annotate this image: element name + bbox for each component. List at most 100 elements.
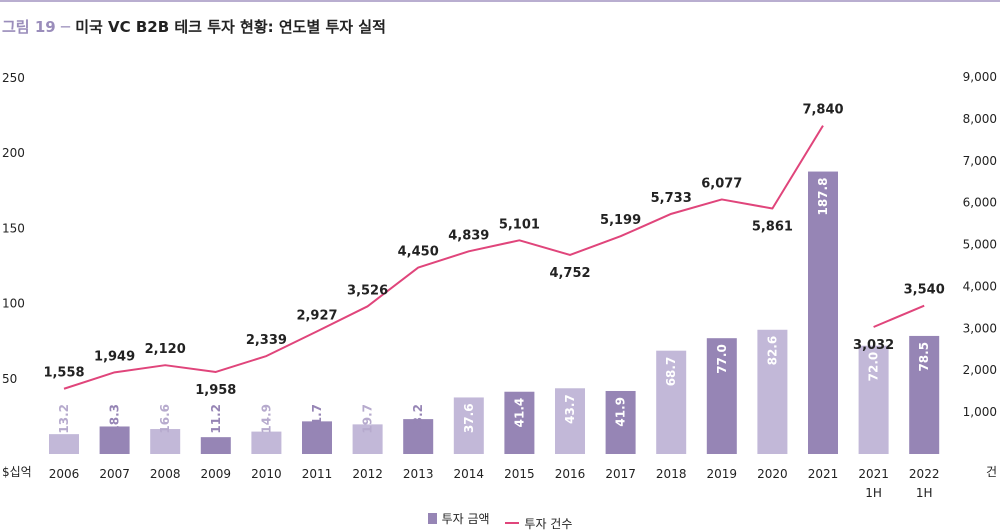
y-left-axis-title: $십억: [2, 465, 32, 479]
bar: [251, 431, 282, 454]
bar-value-label: 41.4: [512, 398, 526, 428]
bar: [555, 388, 585, 454]
legend-bar-swatch: [427, 513, 437, 524]
bar-value-label: 187.8: [816, 178, 830, 216]
y-right-tick-label: 9,000: [963, 70, 997, 84]
bar-value-label: 19.7: [361, 404, 375, 434]
bar: [504, 391, 535, 454]
bar: [403, 419, 434, 454]
legend-label-count: 투자 건수: [524, 516, 573, 531]
bar: [200, 437, 231, 454]
y-right-tick-label: 7,000: [963, 154, 997, 168]
line-value-label: 2,927: [296, 308, 337, 323]
bar-value-label: 68.7: [664, 357, 678, 387]
y-left-tick-label: 100: [2, 297, 25, 311]
bar-value-label: 11.2: [209, 404, 223, 434]
x-tick-label: 2016: [555, 467, 586, 481]
bar-value-label: 72.0: [867, 352, 881, 382]
y-right-tick-label: 4,000: [963, 279, 997, 293]
line-value-label: 7,840: [802, 103, 843, 118]
legend: 투자 금액 투자 건수: [0, 510, 1000, 532]
bar: [352, 424, 383, 454]
line-series-count: [873, 304, 925, 328]
line-value-label: 1,558: [43, 366, 84, 381]
y-right-tick-label: 2,000: [963, 363, 997, 377]
x-tick-label: 2010: [251, 467, 282, 481]
bar-value-label: 77.0: [715, 344, 729, 374]
x-tick-label: 2014: [454, 467, 485, 481]
x-tick-label: 2019: [707, 467, 738, 481]
line-value-label: 4,752: [549, 266, 590, 281]
bar-value-label: 23.2: [411, 404, 425, 434]
y-right-tick-label: 5,000: [963, 238, 997, 252]
y-right-tick-label: 8,000: [963, 112, 997, 126]
y-right-tick-label: 1,000: [963, 405, 997, 419]
bar: [808, 171, 838, 454]
x-tick-label: 2011: [302, 467, 333, 481]
line-value-label: 1,958: [195, 383, 236, 398]
x-tick-label: 2022 1H: [909, 467, 940, 500]
x-tick-label: 2021 1H: [858, 467, 889, 500]
bar-value-label: 43.7: [563, 394, 577, 424]
bar-value-label: 16.6: [158, 404, 172, 434]
bar: [656, 350, 687, 454]
legend-line-swatch: [505, 522, 520, 524]
bar: [605, 390, 636, 454]
bar-value-label: 78.5: [917, 342, 931, 372]
bar-value-label: 14.9: [259, 404, 273, 434]
bar-value-label: 13.2: [57, 404, 71, 434]
y-left-tick-label: 50: [2, 372, 17, 386]
line-value-label: 4,450: [398, 245, 439, 260]
y-left-tick-label: 150: [2, 221, 25, 235]
chart-title: 그림 19 ─ 미국 VC B2B 테크 투자 현황: 연도별 투자 실적: [2, 16, 386, 37]
bar: [453, 397, 484, 454]
bar-value-label: 41.9: [614, 397, 628, 427]
legend-item-count: 투자 건수: [505, 515, 572, 532]
legend-label-amount: 투자 금액: [441, 512, 490, 526]
line-value-label: 2,120: [145, 342, 186, 357]
bar: [858, 345, 889, 454]
line-value-label: 3,526: [347, 283, 388, 298]
x-tick-label: 2017: [605, 467, 636, 481]
x-tick-label: 2009: [201, 467, 232, 481]
line-value-label: 5,733: [651, 191, 692, 206]
line-value-label: 6,077: [701, 176, 742, 191]
x-tick-label: 2013: [403, 467, 434, 481]
bar: [99, 426, 130, 454]
line-series-count: [63, 125, 824, 390]
x-tick-label: 2015: [504, 467, 535, 481]
y-right-axis-title: 건: [986, 465, 997, 479]
y-left-tick-label: 200: [2, 146, 25, 160]
bar: [49, 434, 79, 454]
y-left-tick-label: 250: [2, 71, 25, 85]
y-right-tick-label: 3,000: [963, 321, 997, 335]
x-tick-label: 2008: [150, 467, 181, 481]
x-tick-label: 2007: [99, 467, 130, 481]
x-tick-label: 2020: [757, 467, 788, 481]
bar-value-label: 82.6: [765, 336, 779, 366]
bar-value-label: 37.6: [462, 403, 476, 433]
x-tick-label: 2012: [352, 467, 383, 481]
bar: [302, 421, 332, 454]
bar: [150, 429, 181, 454]
line-value-label: 5,101: [499, 217, 540, 232]
line-value-label: 3,032: [853, 338, 894, 353]
y-right-tick-label: 6,000: [963, 196, 997, 210]
line-value-label: 2,339: [246, 333, 287, 348]
line-value-label: 5,199: [600, 213, 641, 228]
x-tick-label: 2018: [656, 467, 687, 481]
figure-number: 그림 19 ─: [2, 18, 70, 36]
line-value-label: 5,861: [752, 219, 793, 234]
legend-item-amount: 투자 금액: [427, 510, 490, 527]
bar: [909, 335, 940, 454]
line-value-label: 3,540: [904, 283, 945, 298]
bar-value-label: 18.3: [108, 404, 122, 434]
bar: [706, 338, 737, 454]
bar-value-label: 21.7: [310, 404, 324, 434]
x-tick-label: 2021: [808, 467, 839, 481]
top-rule: [0, 0, 1000, 2]
x-tick-label: 2006: [49, 467, 80, 481]
bar: [757, 329, 788, 454]
